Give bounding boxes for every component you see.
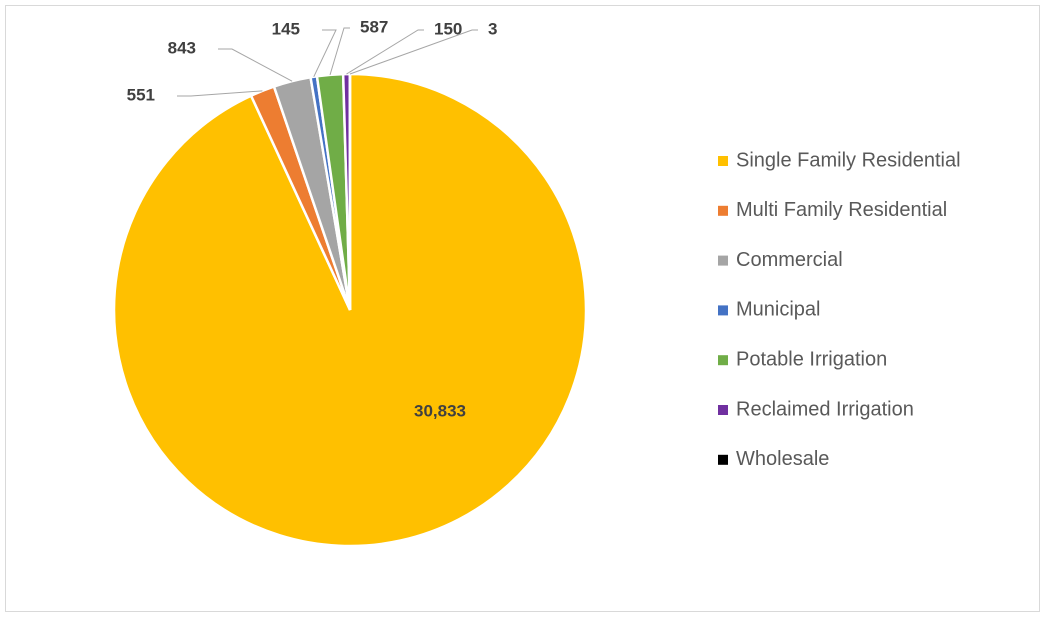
leader-line [349, 29, 478, 75]
data-label: 551 [127, 85, 155, 104]
legend-label: Commercial [736, 249, 843, 271]
legend-swatch [718, 156, 728, 166]
legend-swatch [718, 255, 728, 266]
legend-swatch [718, 454, 728, 465]
legend-label: Municipal [736, 299, 820, 321]
data-label: 30,833 [414, 401, 466, 420]
data-label: 150 [434, 19, 462, 38]
leader-line [313, 29, 337, 78]
leader-line [329, 27, 350, 75]
legend-swatch [718, 355, 728, 366]
legend-label: Potable Irrigation [736, 348, 887, 370]
legend-swatch [718, 305, 728, 316]
leader-line [218, 48, 293, 82]
data-label: 145 [272, 19, 300, 38]
legend-label: Wholesale [736, 448, 829, 470]
legend-label: Single Family Residential [736, 149, 961, 171]
data-label: 587 [360, 17, 388, 36]
data-label: 843 [168, 38, 196, 57]
data-label: 3 [488, 19, 497, 38]
legend-swatch [718, 405, 728, 415]
leader-line [346, 29, 424, 75]
legend-label: Reclaimed Irrigation [736, 398, 914, 420]
leader-line [177, 90, 263, 97]
legend-label: Multi Family Residential [736, 199, 947, 221]
legend-swatch [718, 205, 728, 216]
